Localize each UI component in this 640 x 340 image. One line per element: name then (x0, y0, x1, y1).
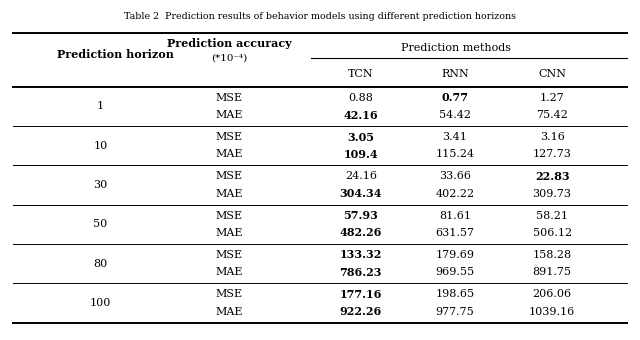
Text: 309.73: 309.73 (532, 189, 572, 199)
Text: 402.22: 402.22 (435, 189, 474, 199)
Text: Prediction accuracy: Prediction accuracy (166, 38, 291, 49)
Text: 891.75: 891.75 (532, 267, 572, 277)
Text: 1: 1 (97, 101, 104, 112)
Text: 177.16: 177.16 (340, 289, 382, 300)
Text: 1.27: 1.27 (540, 93, 564, 103)
Text: 24.16: 24.16 (345, 171, 377, 181)
Text: Prediction methods: Prediction methods (401, 44, 511, 53)
Text: 506.12: 506.12 (532, 228, 572, 238)
Text: 3.41: 3.41 (442, 132, 467, 142)
Text: 115.24: 115.24 (435, 149, 474, 159)
Text: RNN: RNN (441, 69, 468, 79)
Text: 42.16: 42.16 (344, 109, 378, 120)
Text: 3.05: 3.05 (348, 132, 374, 142)
Text: 969.55: 969.55 (435, 267, 474, 277)
Text: MAE: MAE (215, 189, 243, 199)
Text: MSE: MSE (216, 93, 243, 103)
Text: 198.65: 198.65 (435, 289, 474, 299)
Text: MAE: MAE (215, 307, 243, 317)
Text: (*10⁻⁴): (*10⁻⁴) (211, 53, 247, 62)
Text: MAE: MAE (215, 267, 243, 277)
Text: 631.57: 631.57 (435, 228, 474, 238)
Text: 33.66: 33.66 (439, 171, 471, 181)
Text: 58.21: 58.21 (536, 211, 568, 221)
Text: MSE: MSE (216, 211, 243, 221)
Text: 482.26: 482.26 (340, 227, 382, 238)
Text: 158.28: 158.28 (532, 250, 572, 260)
Text: 133.32: 133.32 (340, 250, 382, 260)
Text: TCN: TCN (348, 69, 374, 79)
Text: 80: 80 (93, 259, 108, 269)
Text: 50: 50 (93, 219, 108, 229)
Text: 81.61: 81.61 (439, 211, 471, 221)
Text: 1039.16: 1039.16 (529, 307, 575, 317)
Text: 75.42: 75.42 (536, 110, 568, 120)
Text: 206.06: 206.06 (532, 289, 572, 299)
Text: 977.75: 977.75 (435, 307, 474, 317)
Text: MSE: MSE (216, 171, 243, 181)
Text: MSE: MSE (216, 132, 243, 142)
Text: Prediction horizon: Prediction horizon (56, 49, 173, 60)
Text: MSE: MSE (216, 289, 243, 299)
Text: 30: 30 (93, 180, 108, 190)
Text: 3.16: 3.16 (540, 132, 564, 142)
Text: 304.34: 304.34 (339, 188, 382, 199)
Text: 127.73: 127.73 (532, 149, 572, 159)
Text: 22.83: 22.83 (535, 171, 570, 182)
Text: 10: 10 (93, 141, 108, 151)
Text: CNN: CNN (538, 69, 566, 79)
Text: 922.26: 922.26 (340, 306, 382, 317)
Text: MAE: MAE (215, 228, 243, 238)
Text: 57.93: 57.93 (343, 210, 378, 221)
Text: 100: 100 (90, 298, 111, 308)
Text: 179.69: 179.69 (435, 250, 474, 260)
Text: 109.4: 109.4 (344, 149, 378, 160)
Text: 0.77: 0.77 (442, 92, 468, 103)
Text: 0.88: 0.88 (348, 93, 373, 103)
Text: 54.42: 54.42 (439, 110, 471, 120)
Text: MSE: MSE (216, 250, 243, 260)
Text: Table 2  Prediction results of behavior models using different prediction horizo: Table 2 Prediction results of behavior m… (124, 12, 516, 21)
Text: 786.23: 786.23 (339, 267, 382, 278)
Text: MAE: MAE (215, 110, 243, 120)
Text: MAE: MAE (215, 149, 243, 159)
